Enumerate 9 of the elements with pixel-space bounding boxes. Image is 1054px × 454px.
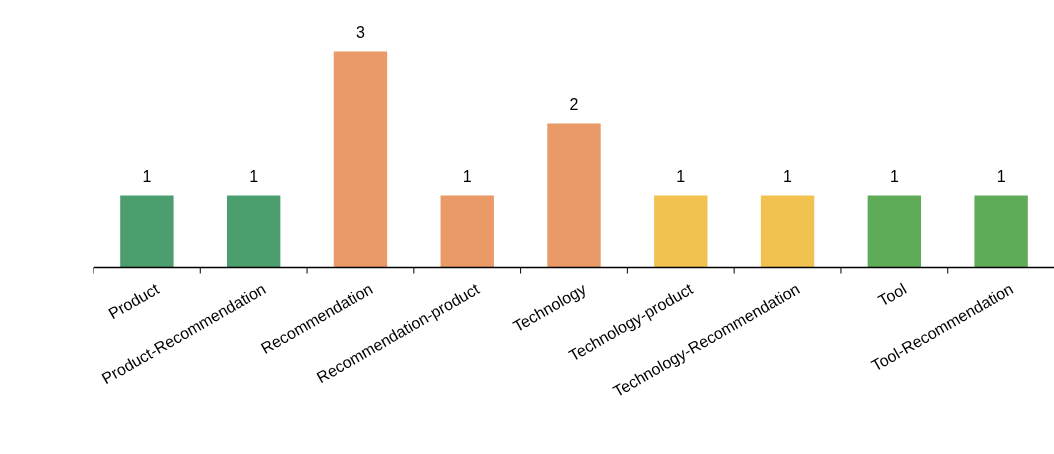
data-label: 1 — [889, 167, 899, 185]
data-label: 1 — [676, 167, 686, 185]
data-label: 1 — [462, 167, 472, 185]
data-label: 3 — [356, 23, 365, 41]
data-label: 1 — [996, 167, 1006, 185]
data-label: 1 — [249, 167, 259, 185]
data-label: 1 — [142, 167, 152, 185]
data-label: 1 — [783, 167, 793, 185]
data-label: 2 — [569, 95, 579, 113]
